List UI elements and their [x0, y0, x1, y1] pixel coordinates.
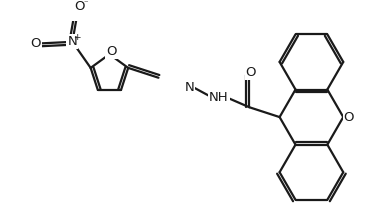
- Text: ·⁻: ·⁻: [81, 0, 89, 8]
- Text: O: O: [106, 45, 116, 58]
- Text: O: O: [344, 111, 354, 124]
- Text: N: N: [185, 81, 194, 94]
- Text: O: O: [246, 66, 256, 79]
- Text: O: O: [31, 37, 41, 50]
- Text: +: +: [73, 33, 80, 42]
- Text: O: O: [74, 0, 85, 13]
- Text: NH: NH: [209, 91, 229, 104]
- Text: N: N: [67, 35, 77, 48]
